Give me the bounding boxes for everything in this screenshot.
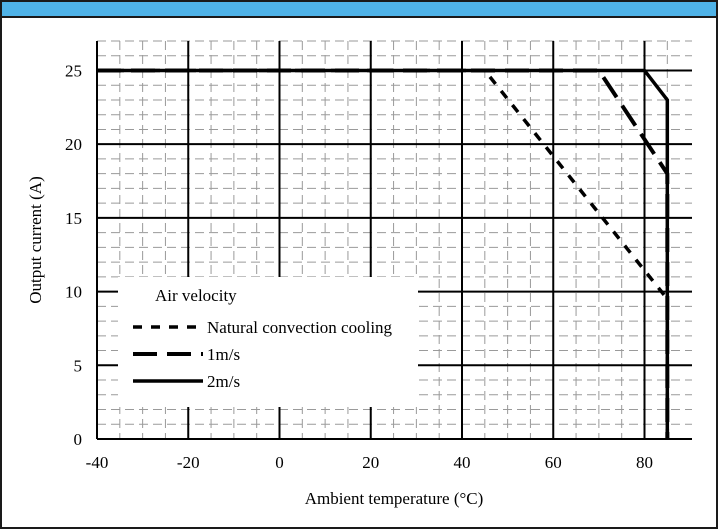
tick-labels: -40 -20 0 20 40 60 80 0 5 10 15 20 25: [65, 61, 653, 472]
y-axis-label: Output current (A): [26, 176, 45, 303]
legend-label: Natural convection cooling: [207, 318, 393, 337]
x-tick-label: 60: [545, 453, 562, 472]
legend-box: [118, 277, 418, 407]
series-layer: [97, 68, 670, 439]
x-tick-label: 0: [275, 453, 284, 472]
y-tick-label: 0: [74, 430, 83, 449]
legend-title: Air velocity: [155, 286, 237, 305]
legend-label: 1m/s: [207, 345, 240, 364]
axes: [96, 41, 692, 440]
legend-label: 2m/s: [207, 372, 240, 391]
legend: Air velocity Natural convection cooling 1…: [118, 277, 418, 407]
x-axis-label: Ambient temperature (°C): [305, 489, 484, 508]
x-tick-label: 40: [454, 453, 471, 472]
y-tick-label: 15: [65, 209, 82, 228]
series-line: [97, 68, 670, 439]
x-tick-label: 80: [636, 453, 653, 472]
x-tick-label: -20: [177, 453, 200, 472]
y-tick-label: 25: [65, 61, 82, 80]
x-tick-label: 20: [362, 453, 379, 472]
y-tick-label: 20: [65, 135, 82, 154]
header-bar: [2, 2, 716, 18]
y-tick-label: 10: [65, 283, 82, 302]
y-tick-label: 5: [74, 356, 83, 375]
x-tick-label: -40: [86, 453, 109, 472]
